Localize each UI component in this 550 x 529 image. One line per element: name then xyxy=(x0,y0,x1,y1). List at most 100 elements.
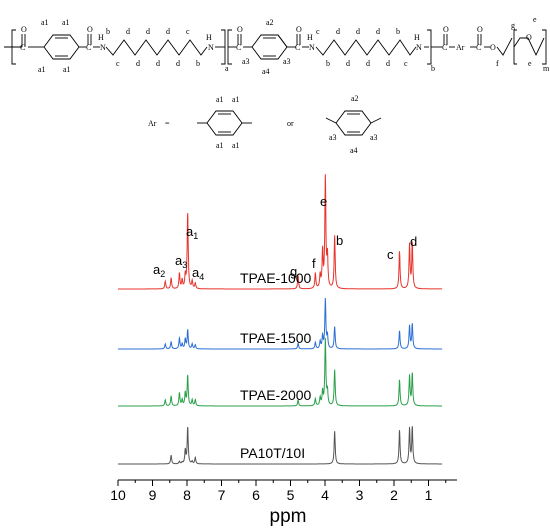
ar-meta-ring xyxy=(335,110,372,136)
chain1-bot-5: b xyxy=(196,59,200,68)
alkyl-chain-2 xyxy=(315,39,417,56)
atom-ar: Ar xyxy=(456,43,465,52)
atom-o2: O xyxy=(87,25,93,34)
peak-annotations: a1 a2 a3 a4 gf e b c d xyxy=(153,194,417,282)
ar-para-a1-br: a1 xyxy=(232,141,240,150)
label-f: f xyxy=(496,59,499,68)
peak-annotation: a4 xyxy=(192,265,204,282)
chain2-top-5: b xyxy=(396,27,400,36)
label-g: g xyxy=(511,21,515,30)
chain2-top-4: d xyxy=(376,27,380,36)
atom-c6: C xyxy=(476,43,481,52)
chain2-bot-2: d xyxy=(346,59,350,68)
peak-annotation: a2 xyxy=(153,262,165,279)
atom-c2: C xyxy=(86,43,91,52)
chain1-top-2: d xyxy=(126,27,130,36)
x-axis-label: ppm xyxy=(270,506,307,527)
glycol-chain xyxy=(496,37,513,56)
chain2-top-1: c xyxy=(316,27,320,36)
bracket-right-1 xyxy=(221,29,226,65)
series-label: PA10T/10I xyxy=(240,445,305,461)
label-a3-l: a3 xyxy=(242,57,250,66)
spectrum-line xyxy=(118,174,443,290)
spectrum-line xyxy=(118,337,443,407)
ar-para-a1-bl: a1 xyxy=(216,141,224,150)
atom-n4: N xyxy=(416,43,422,52)
x-tick-label: 5 xyxy=(287,487,295,503)
ar-def-equals: = xyxy=(165,119,170,128)
chain1-top-4: d xyxy=(166,27,170,36)
series-label: TPAE-2000 xyxy=(240,387,312,403)
peak-annotation: c xyxy=(387,247,394,262)
ar-para-ring xyxy=(206,110,243,136)
atom-n3: N xyxy=(309,43,315,52)
bracket-right-3 xyxy=(542,29,547,65)
ar-para-a1-tr: a1 xyxy=(232,95,240,104)
label-a4: a4 xyxy=(262,67,270,76)
chain2-top-2: d xyxy=(336,27,340,36)
bond-ring2-c4 xyxy=(277,34,288,48)
ether-chain xyxy=(513,37,545,57)
ar-meta-bond-l xyxy=(325,117,337,124)
peak-annotation: a3 xyxy=(175,253,187,270)
chain2-bot-5: c xyxy=(404,59,408,68)
series-label: TPAE-1000 xyxy=(240,270,312,286)
atom-n4-h: H xyxy=(414,33,420,42)
label-e-bot: e xyxy=(528,59,532,68)
alkyl-chain-1 xyxy=(105,39,208,56)
x-tick-label: 10 xyxy=(110,487,126,503)
chain1-bot-4: d xyxy=(176,59,180,68)
chain1-top-1: b xyxy=(106,27,110,36)
x-tick-label: 7 xyxy=(218,487,226,503)
benzene-ring-2 xyxy=(251,34,288,60)
label-a1-br: a1 xyxy=(63,65,71,74)
series-label: TPAE-1500 xyxy=(240,330,312,346)
chain2-bot-3: d xyxy=(366,59,370,68)
atom-c5: C xyxy=(442,43,447,52)
ar-or: or xyxy=(287,119,294,128)
chain1-bot-2: d xyxy=(136,59,140,68)
ar-para-a1-tl: a1 xyxy=(216,95,224,104)
atom-n1-h: H xyxy=(98,33,104,42)
x-axis: 10 9 8 7 6 5 4 3 2 1 xyxy=(110,479,457,503)
x-tick-label: 9 xyxy=(149,487,157,503)
label-a3-r: a3 xyxy=(283,57,291,66)
atom-n2-h: H xyxy=(206,33,212,42)
atom-o6: O xyxy=(477,25,483,34)
chain2-bot-1: b xyxy=(326,59,330,68)
spectrum-line xyxy=(118,297,443,350)
x-tick-label: 4 xyxy=(321,487,329,503)
series-labels: TPAE-1000 TPAE-1500 TPAE-2000 PA10T/10I xyxy=(240,270,312,461)
x-tick-label: 3 xyxy=(356,487,364,503)
atom-o3: O xyxy=(237,25,243,34)
atom-c1: C xyxy=(20,43,25,52)
chain1-bot-1: c xyxy=(116,59,120,68)
spectrum-line xyxy=(118,426,443,465)
label-a2: a2 xyxy=(266,18,274,27)
ar-meta-a3-l: a3 xyxy=(329,133,337,142)
ar-meta-a4: a4 xyxy=(350,146,358,155)
peak-annotation: a1 xyxy=(186,224,198,241)
peak-annotation: e xyxy=(320,194,327,209)
ar-meta-a2: a2 xyxy=(351,94,359,103)
ar-meta-a3-r: a3 xyxy=(370,133,378,142)
benzene-ring-1 xyxy=(43,34,80,60)
label-a1-tl: a1 xyxy=(41,18,49,27)
label-e-top: e xyxy=(533,15,537,24)
peak-annotation: f xyxy=(312,256,316,271)
chain1-top-5: c xyxy=(186,27,190,36)
atom-n2: N xyxy=(208,43,214,52)
atom-o1: O xyxy=(21,25,27,34)
structure-labels: a1 a1 a1 a1 C O C O N H N H a b d d d c … xyxy=(20,15,550,155)
nmr-spectra xyxy=(118,174,443,465)
atom-c3: C xyxy=(236,43,241,52)
label-a1-tr: a1 xyxy=(62,18,70,27)
atom-ether-o: O xyxy=(526,33,532,42)
atom-o5: O xyxy=(443,25,449,34)
subscript-a: a xyxy=(225,64,229,73)
subscript-b: b xyxy=(431,64,435,73)
chain2-bot-4: d xyxy=(386,59,390,68)
x-tick-label: 2 xyxy=(390,487,398,503)
atom-n3-h: H xyxy=(307,33,313,42)
